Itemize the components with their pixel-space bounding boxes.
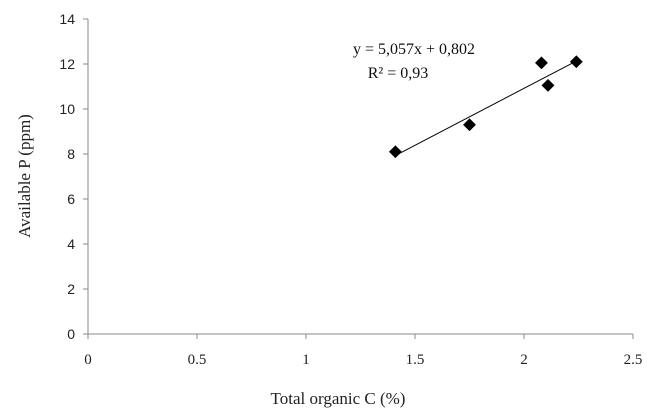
x-tick-label: 1.5 bbox=[406, 352, 425, 368]
x-tick-label: 0 bbox=[84, 352, 92, 368]
trendline bbox=[395, 60, 577, 156]
y-tick-label: 12 bbox=[59, 56, 75, 72]
x-tick-label: 1 bbox=[302, 352, 310, 368]
y-tick-label: 4 bbox=[67, 236, 75, 252]
x-axis-label: Total organic C (%) bbox=[271, 389, 406, 408]
x-tick-label: 2.5 bbox=[624, 352, 643, 368]
x-tick-label: 0.5 bbox=[188, 352, 207, 368]
y-axis-label: Available P (ppm) bbox=[15, 114, 34, 238]
y-tick-label: 14 bbox=[59, 11, 75, 27]
data-points bbox=[388, 55, 583, 159]
data-point-marker bbox=[541, 78, 555, 92]
data-point-marker bbox=[535, 56, 548, 70]
r-squared-label: R² = 0,93 bbox=[368, 65, 429, 82]
y-tick-label: 2 bbox=[67, 281, 75, 297]
y-axis-ticks: 0 2 4 6 8 10 12 14 bbox=[59, 11, 88, 342]
y-tick-label: 6 bbox=[67, 191, 75, 207]
x-axis-ticks: 0 0.5 1 1.5 2 2.5 bbox=[84, 334, 642, 368]
y-tick-label: 8 bbox=[67, 146, 75, 162]
data-point-marker bbox=[569, 55, 583, 69]
data-point-marker bbox=[463, 118, 476, 132]
trendline-equation: y = 5,057x + 0,802 bbox=[353, 41, 475, 58]
axes bbox=[87, 19, 633, 335]
x-tick-label: 2 bbox=[520, 352, 528, 368]
y-tick-label: 0 bbox=[67, 326, 75, 342]
trendline-group bbox=[395, 60, 577, 156]
data-point-marker bbox=[388, 145, 402, 159]
y-tick-label: 10 bbox=[59, 101, 75, 117]
